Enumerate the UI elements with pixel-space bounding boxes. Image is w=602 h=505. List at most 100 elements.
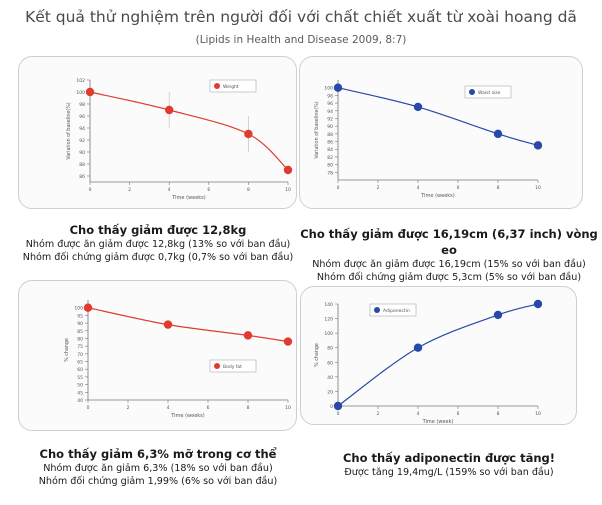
x-axis-label: Time (week) [422,419,454,425]
x-tick-label: 2 [377,185,380,191]
data-point [244,129,253,139]
y-tick-label: 82 [327,155,333,161]
y-tick-label: 94 [327,109,333,115]
y-tick-label: 60 [77,367,83,373]
x-tick-label: 6 [207,405,210,411]
data-point [283,165,293,175]
legend-marker [374,307,380,313]
page-subtitle: (Lipids in Health and Disease 2009, 8:7) [195,34,407,46]
x-tick-label: 4 [417,185,420,191]
x-tick-label: 4 [417,411,420,417]
caption-adiponectin: Cho thấy adiponectin được tăng! Được tăn… [300,450,598,479]
y-tick-label: 85 [77,329,83,335]
y-tick-label: 88 [327,132,333,138]
x-tick-label: 8 [247,187,250,193]
legend-marker [214,83,220,89]
data-point [83,303,93,312]
legend-box [209,79,257,93]
y-tick-label: 86 [79,174,85,180]
data-point [413,102,423,112]
y-tick-label: 0 [330,404,333,410]
data-point [333,401,343,411]
series-line [337,87,539,146]
y-tick-label: 100 [76,90,85,96]
series-line [89,91,289,171]
y-axis-label: Variation of baseline(%) [314,101,320,158]
adiponectin-chart: 0 20 40 60 80 100 120 140 0 2 4 6 8 10 Time (week) % ch… [314,299,543,425]
x-tick-label: 10 [535,185,541,191]
x-tick-label: 8 [497,185,500,191]
y-tick-label: 100 [74,306,83,312]
y-tick-label: 20 [327,389,333,395]
chart-panel-bodyfat [18,280,297,431]
caption-weight-line-1: Nhóm được ăn giảm được 12,8kg (13% so vớ… [25,239,291,250]
legend-label: Waist size [478,90,501,96]
caption-weight-line-2: Nhóm đối chứng giảm được 0,7kg (0,7% so … [22,252,294,263]
y-tick-label: 80 [327,346,333,352]
x-tick-label: 6 [457,185,460,191]
y-tick-label: 140 [324,302,333,308]
data-point [85,87,95,97]
legend-label: Body fat [223,364,242,370]
x-tick-label: 0 [337,185,340,191]
y-tick-label: 50 [77,383,83,389]
y-tick-label: 96 [327,101,333,107]
legend-label: Adiponectin [383,308,410,314]
data-point [533,141,543,150]
data-point [163,320,173,329]
y-tick-label: 92 [79,138,85,144]
y-tick-label: 84 [327,147,333,153]
y-axis-label: % change [64,338,70,362]
caption-bodyfat: Cho thấy giảm 6,3% mỡ trong cơ thể Nhóm … [20,446,296,488]
data-point [493,129,503,139]
caption-waist-head: Cho thấy giảm được 16,19cm (6,37 inch) v… [300,227,598,257]
chart-panel-adiponectin [300,286,577,425]
legend-label: Weight [223,84,239,90]
y-tick-label: 60 [327,360,333,366]
x-tick-label: 4 [168,187,171,193]
y-tick-label: 120 [324,317,333,323]
x-tick-label: 2 [128,187,131,193]
x-tick-label: 0 [89,187,92,193]
caption-waist-line-1: Nhóm được ăn giảm được 16,19cm (15% so v… [312,259,586,270]
y-tick-label: 65 [77,360,83,366]
caption-weight-head: Cho thấy giảm được 12,8kg [69,223,247,237]
y-tick-label: 80 [327,163,333,169]
x-tick-label: 6 [207,187,210,193]
y-tick-label: 90 [77,321,83,327]
y-tick-label: 92 [327,116,333,122]
caption-weight: Cho thấy giảm được 12,8kg Nhóm được ăn g… [20,222,296,264]
x-tick-label: 10 [535,411,541,417]
legend-marker [214,363,220,369]
data-point [283,337,293,346]
y-tick-label: 55 [77,375,83,381]
y-tick-label: 102 [76,78,85,84]
weight-chart: 86 88 90 92 94 96 98 100 102 0 2 4 6 8 10 Time (weeks) V… [66,78,293,201]
caption-waist: Cho thấy giảm được 16,19cm (6,37 inch) v… [300,226,598,284]
data-point [533,299,543,309]
caption-adiponectin-line-1: Được tăng 19,4mg/L (159% so với ban đầu) [344,467,554,478]
x-tick-label: 0 [87,405,90,411]
data-point [493,310,503,320]
chart-panel-waist [299,56,583,209]
y-tick-label: 86 [327,140,333,146]
x-tick-label: 2 [377,411,380,417]
y-tick-label: 88 [79,162,85,168]
caption-adiponectin-head: Cho thấy adiponectin được tăng! [342,451,556,465]
y-tick-label: 96 [79,114,85,120]
y-tick-label: 98 [79,102,85,108]
x-tick-label: 2 [127,405,130,411]
x-tick-label: 8 [247,405,250,411]
data-point [413,343,423,352]
y-tick-label: 98 [327,93,333,99]
page-title: Kết quả thử nghiệm trên người đối với ch… [25,8,577,26]
y-tick-label: 40 [77,398,83,404]
data-point [333,83,343,92]
y-tick-label: 80 [77,336,83,342]
data-point [243,331,253,340]
y-tick-label: 90 [327,124,333,130]
x-tick-label: 10 [285,405,291,411]
y-tick-label: 70 [77,352,83,358]
